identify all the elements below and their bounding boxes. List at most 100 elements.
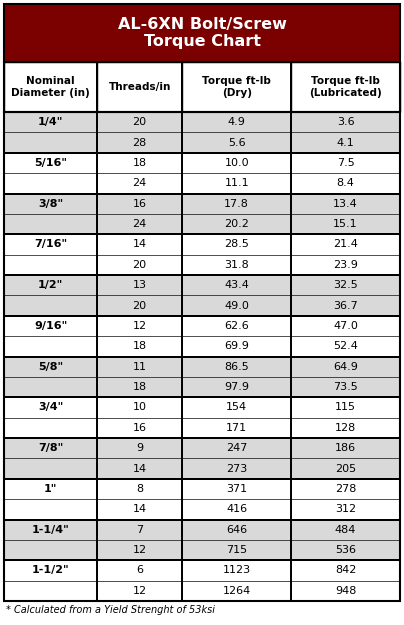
Text: 5/16": 5/16" [34,158,67,168]
Bar [182,173,291,194]
Bar [291,499,400,519]
Bar [182,356,291,377]
Text: 47.0: 47.0 [333,321,358,331]
Text: 5.6: 5.6 [228,138,246,148]
Text: 52.4: 52.4 [333,341,358,351]
Bar [97,152,182,173]
Bar [291,275,400,296]
Bar [182,540,291,560]
Text: 312: 312 [335,504,356,514]
Text: 154: 154 [226,402,247,412]
Text: 12: 12 [133,545,147,555]
Bar [4,254,97,275]
Text: 14: 14 [133,239,147,249]
Text: 18: 18 [133,158,147,168]
Text: 247: 247 [226,443,247,453]
Bar [182,112,291,132]
Bar [182,336,291,356]
Bar [182,275,291,296]
Bar [4,112,400,152]
Bar [97,234,182,254]
Text: 5/8": 5/8" [38,362,63,372]
Text: 7: 7 [136,525,143,534]
Text: Torque ft-lb
(Dry): Torque ft-lb (Dry) [202,76,271,98]
Bar [291,418,400,438]
Bar [4,4,400,62]
Bar [97,398,182,418]
Text: 18: 18 [133,382,147,392]
Bar [291,581,400,601]
Text: 1264: 1264 [223,586,251,596]
Bar [182,581,291,601]
Text: 715: 715 [226,545,247,555]
Bar [97,438,182,458]
Bar [182,499,291,519]
Bar [97,581,182,601]
Bar [97,560,182,581]
Text: 646: 646 [226,525,247,534]
Text: 36.7: 36.7 [333,301,358,311]
Bar [97,296,182,316]
Bar [4,377,97,398]
Bar [182,254,291,275]
Bar [4,356,400,398]
Text: Torque ft-lb
(Lubricated): Torque ft-lb (Lubricated) [309,76,382,98]
Text: 11.1: 11.1 [224,178,249,188]
Bar [182,377,291,398]
Bar [4,234,400,275]
Text: AL-6XN Bolt/Screw
Torque Chart: AL-6XN Bolt/Screw Torque Chart [118,17,286,49]
Bar [182,152,291,173]
Text: 186: 186 [335,443,356,453]
Text: 1/2": 1/2" [38,280,63,290]
Bar [97,540,182,560]
Text: 23.9: 23.9 [333,260,358,270]
Bar [4,173,97,194]
Text: 28.5: 28.5 [224,239,249,249]
Text: 416: 416 [226,504,247,514]
Text: 3/8": 3/8" [38,199,63,209]
Bar [182,194,291,214]
Text: * Calculated from a Yield Strenght of 53ksi: * Calculated from a Yield Strenght of 53… [6,605,215,615]
Bar [97,112,182,132]
Bar [4,112,97,132]
Bar [4,214,97,234]
Bar [4,438,400,479]
Text: 15.1: 15.1 [333,219,358,229]
Text: 278: 278 [335,484,356,494]
Text: 13.4: 13.4 [333,199,358,209]
Bar [182,234,291,254]
Text: 948: 948 [335,586,356,596]
Bar [97,356,182,377]
Text: 371: 371 [226,484,247,494]
Bar [291,296,400,316]
Bar [97,173,182,194]
Bar [4,132,97,152]
Text: 8: 8 [136,484,143,494]
Bar [97,418,182,438]
Bar [97,214,182,234]
Text: 17.8: 17.8 [224,199,249,209]
Bar [4,519,97,540]
Bar [4,152,400,194]
Text: 7.5: 7.5 [337,158,354,168]
Text: 24: 24 [133,219,147,229]
Bar [4,275,97,296]
Bar [182,296,291,316]
Text: 62.6: 62.6 [224,321,249,331]
Text: 20: 20 [133,301,147,311]
Bar [291,560,400,581]
Bar [4,438,97,458]
Bar [291,316,400,336]
Text: 3.6: 3.6 [337,118,354,127]
Bar [4,560,97,581]
Text: 69.9: 69.9 [224,341,249,351]
Text: 1": 1" [44,484,57,494]
Bar [182,458,291,479]
Bar [182,132,291,152]
Text: 49.0: 49.0 [224,301,249,311]
Bar [291,214,400,234]
Bar [182,519,291,540]
Bar [4,112,400,601]
Text: 273: 273 [226,464,247,474]
Bar [182,214,291,234]
